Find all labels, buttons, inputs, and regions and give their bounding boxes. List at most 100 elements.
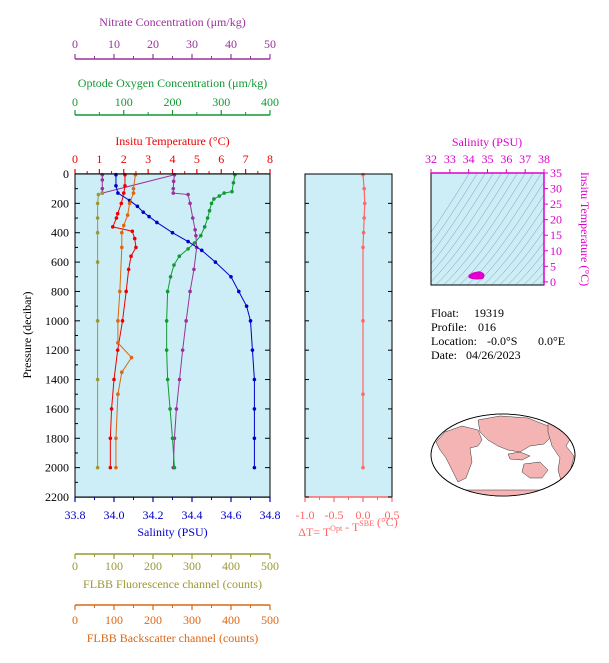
map-land-asia [477,415,553,453]
oxygen-point [165,377,170,382]
pressure-tick-label: 1800 [45,431,69,445]
temperature-point [126,267,131,272]
nitrate-tick-label: 20 [147,37,159,51]
location-label: Location: [431,334,477,348]
salinity-point [155,220,159,225]
salinity-point [116,191,120,195]
isopycnal-line [431,173,478,244]
salinity-point [252,377,257,382]
oxygen-point [164,319,169,323]
profile-panel-background [75,174,270,497]
nitrate-axis-title: Nitrate Concentration (μm/kg) [99,15,245,29]
isopycnal-line [483,206,544,285]
pressure-axis-label: Pressure (decibar) [20,292,34,379]
backscatter-axis-title: FLBB Backscatter channel (counts) [87,631,259,645]
fluorescence-tick-label: 200 [144,559,162,573]
delta-t-point [361,230,366,235]
isopycnal-line [515,252,544,285]
map-land-antarctica [435,489,571,496]
fluorescence-point [95,260,100,264]
pressure-tick-label: 400 [51,226,69,240]
ts-point [468,274,473,279]
isopycnal-line [435,173,518,285]
pressure-tick-label: 2000 [45,461,69,475]
pressure-tick-label: 800 [51,284,69,298]
pressure-tick-label: 1400 [45,373,69,387]
fluorescence-point [95,216,100,220]
nitrate-point [180,348,185,352]
nitrate-point [192,267,196,272]
salinity-point [252,436,257,441]
salinity-point [141,210,146,214]
isopycnal-line [531,271,544,285]
pressure-tick-label: 0 [63,167,69,181]
nitrate-point [177,377,182,382]
nitrate-point [184,319,188,323]
backscatter-point [121,223,126,228]
salinity-tick-label: 33.8 [65,508,86,522]
backscatter-point [114,465,118,470]
fluorescence-tick-label: 300 [183,559,201,573]
oxygen-point [164,348,169,352]
ts-salinity-tick-label: 37 [519,152,531,166]
oxygen-point [186,247,190,251]
salinity-point [250,348,255,352]
backscatter-point [120,245,124,250]
ts-panel-background [431,173,544,285]
delta-t-tick-label: 0.0 [356,508,371,522]
oxygen-tick-label: 400 [261,95,279,109]
oxygen-tick-label: 100 [115,95,133,109]
salinity-point [114,172,118,177]
ts-salinity-tick-label: 38 [538,152,550,166]
fluorescence-point [95,465,100,470]
salinity-point [170,230,175,235]
delta-t-point [361,392,365,397]
backscatter-tick-label: 200 [144,613,162,627]
world-map [430,413,576,497]
ts-temperature-tick-label: 25 [550,197,562,211]
ts-points [468,271,485,280]
pressure-axis: 0 200 400 600 800 1000 1200 1400 1600 1800 2000 220… [45,167,270,504]
temperature-point [121,191,126,195]
date-label: Date: [431,348,457,362]
nitrate-point [100,186,105,191]
oxygen-point [202,225,207,229]
fluorescence-point [95,201,100,206]
temperature-point [129,254,133,259]
salinity-tick-label: 34.0 [104,508,125,522]
salinity-tick-label: 34.6 [221,508,242,522]
oxygen-point [233,172,237,177]
nitrate-tick-label: 50 [264,37,276,51]
salinity-point [252,407,257,411]
nitrate-point [171,191,176,195]
temperature-point [123,172,127,177]
nitrate-point [194,233,198,238]
backscatter-point [120,370,124,375]
temperature-tick-label: 8 [267,152,273,166]
salinity-axis: 33.8 34.0 34.2 34.4 34.6 34.8 Salinity (PSU) [65,496,281,539]
oxygen-point [172,465,177,470]
temperature-point [114,216,119,220]
oxygen-tick-label: 300 [212,95,230,109]
delta-t-panel: -1.0 -0.5 0.0 0.5 ΔT= TOpt - TSBE (°C) [296,172,400,539]
temperature-tick-label: 7 [243,152,249,166]
temperature-point [108,465,113,470]
salinity-point [213,260,218,264]
nitrate-point [188,201,192,206]
backscatter-point [125,213,130,217]
pressure-tick-label: 1000 [45,314,69,328]
ts-temperature-tick-label: 0 [550,275,556,289]
ts-temperature-tick-label: 10 [550,244,562,258]
oxygen-point [231,181,236,185]
fluorescence-point [100,191,105,195]
fluorescence-point [95,230,100,235]
isopycnal-line [431,173,510,282]
isopycnal-line [499,230,544,285]
fluorescence-axis-title: FLBB Fluorescence channel (counts) [83,577,262,591]
ts-salinity-tick-label: 36 [500,152,512,166]
fluorescence-series [95,191,105,470]
profile-panel: 0 200 400 600 800 1000 1200 1400 1600 1800 2000 220… [20,167,271,504]
salinity-axis-title: Salinity (PSU) [137,525,207,539]
